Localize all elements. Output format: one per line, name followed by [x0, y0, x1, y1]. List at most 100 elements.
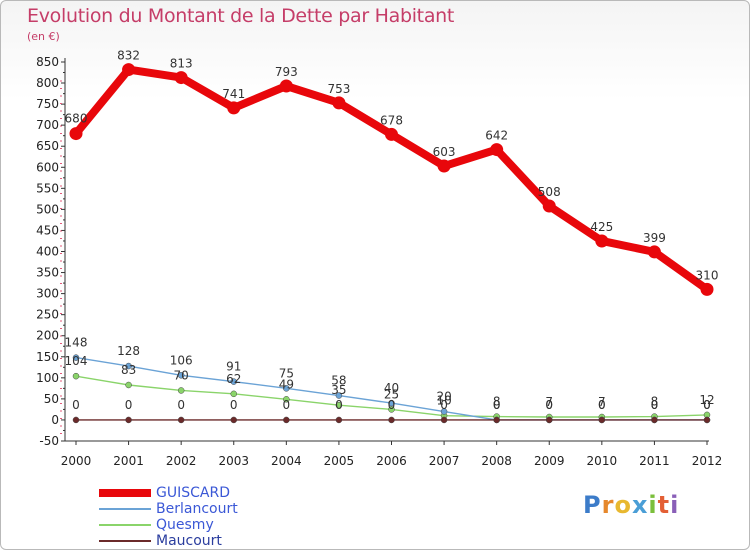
legend-swatch	[99, 540, 151, 542]
data-point-berlancourt	[125, 362, 132, 370]
data-label-guiscard: 741	[222, 87, 245, 101]
data-point-quesmy	[283, 396, 290, 403]
data-label-maucourt: 0	[177, 398, 185, 412]
x-tick-label: 2009	[534, 454, 565, 468]
data-label-maucourt: 0	[651, 398, 659, 412]
data-label-maucourt: 0	[440, 398, 448, 412]
y-tick-label: 50	[44, 392, 59, 406]
x-tick-label: 2006	[376, 454, 407, 468]
y-tick-label: 550	[36, 181, 59, 195]
x-tick-label: 2003	[218, 454, 249, 468]
data-point-guiscard	[700, 282, 714, 296]
data-label-guiscard: 642	[485, 129, 508, 143]
data-label-berlancourt: 40	[384, 381, 399, 395]
data-point-maucourt	[703, 416, 711, 424]
data-label-quesmy: 7	[598, 395, 606, 409]
data-point-quesmy	[230, 390, 237, 398]
data-label-berlancourt: 0	[651, 398, 659, 412]
data-label-guiscard: 425	[590, 220, 613, 234]
data-point-maucourt	[335, 416, 343, 424]
series-line-guiscard	[72, 65, 711, 294]
data-label-quesmy: 83	[121, 363, 136, 377]
data-label-guiscard: 678	[380, 113, 403, 127]
data-label-berlancourt: 75	[279, 366, 294, 380]
data-label-berlancourt: 0	[598, 398, 606, 412]
data-label-guiscard: 603	[433, 145, 456, 159]
data-point-maucourt	[546, 416, 553, 424]
x-tick-label: 2011	[639, 454, 670, 468]
data-point-maucourt	[598, 416, 606, 424]
y-tick-label: 100	[36, 371, 59, 385]
y-tick-label: 850	[36, 55, 59, 69]
data-label-maucourt: 0	[230, 398, 238, 412]
legend-swatch	[99, 524, 151, 526]
y-tick-label: 300	[36, 287, 59, 301]
proxiti-logo: Proxiti	[583, 491, 679, 519]
y-tick-label: 600	[36, 160, 59, 174]
y-tick-label: 250	[36, 308, 59, 322]
data-label-maucourt: 0	[335, 398, 343, 412]
data-label-quesmy: 8	[651, 395, 659, 409]
data-label-guiscard: 832	[117, 49, 140, 63]
data-point-quesmy	[125, 381, 132, 389]
data-point-guiscard	[385, 127, 398, 141]
data-point-quesmy	[177, 387, 185, 394]
data-point-guiscard	[647, 245, 661, 259]
data-point-berlancourt	[440, 408, 448, 415]
data-point-berlancourt	[177, 372, 185, 379]
x-tick-label: 2007	[429, 454, 460, 468]
data-label-berlancourt: 58	[331, 374, 346, 388]
data-point-quesmy	[335, 401, 343, 409]
data-label-guiscard: 753	[327, 82, 350, 96]
x-tick-label: 2010	[587, 454, 618, 468]
data-label-maucourt: 0	[72, 398, 80, 412]
data-label-berlancourt: 106	[170, 353, 193, 367]
data-label-quesmy: 49	[279, 377, 294, 391]
x-tick-label: 2012	[692, 454, 723, 468]
data-point-berlancourt	[283, 385, 290, 392]
data-label-guiscard: 310	[696, 268, 719, 282]
data-point-guiscard	[490, 143, 504, 157]
data-label-maucourt: 0	[125, 398, 133, 412]
data-point-maucourt	[230, 416, 237, 424]
data-label-quesmy: 70	[174, 368, 189, 382]
legend-label: Maucourt	[156, 533, 222, 549]
chart-title: Evolution du Montant de la Dette par Hab…	[27, 5, 455, 27]
y-tick-label: -50	[39, 434, 59, 448]
logo-letter: t	[657, 491, 671, 519]
data-label-guiscard: 793	[275, 65, 298, 79]
data-point-guiscard	[279, 79, 293, 93]
data-point-maucourt	[493, 416, 500, 424]
data-point-berlancourt	[388, 399, 395, 407]
data-label-berlancourt: 0	[545, 398, 553, 412]
x-tick-label: 2005	[324, 454, 355, 468]
legend-label: Berlancourt	[156, 501, 238, 517]
x-tick-label: 2001	[113, 454, 144, 468]
data-label-maucourt: 0	[703, 398, 711, 412]
logo-letter: r	[601, 491, 615, 519]
data-point-guiscard	[437, 159, 451, 173]
chart-unit: (en €)	[27, 30, 60, 43]
data-point-berlancourt	[230, 378, 237, 385]
data-point-maucourt	[388, 416, 395, 424]
legend-label: Quesmy	[156, 517, 214, 533]
data-label-guiscard: 813	[170, 57, 193, 71]
data-label-berlancourt: 91	[226, 360, 241, 374]
data-point-maucourt	[125, 416, 132, 424]
y-tick-label: 350	[36, 266, 59, 280]
data-label-quesmy: 10	[436, 394, 451, 408]
y-tick-label: 800	[36, 76, 59, 90]
data-label-quesmy: 35	[331, 383, 346, 397]
y-tick-label: 200	[36, 329, 59, 343]
data-point-maucourt	[72, 416, 80, 424]
data-label-guiscard: 508	[538, 185, 561, 199]
logo-letter: i	[670, 491, 680, 519]
data-point-guiscard	[227, 101, 241, 115]
data-label-maucourt: 0	[493, 398, 501, 412]
data-label-quesmy: 25	[384, 387, 399, 401]
data-point-maucourt	[177, 416, 185, 424]
y-tick-label: 500	[36, 202, 59, 216]
data-point-guiscard	[595, 234, 609, 248]
